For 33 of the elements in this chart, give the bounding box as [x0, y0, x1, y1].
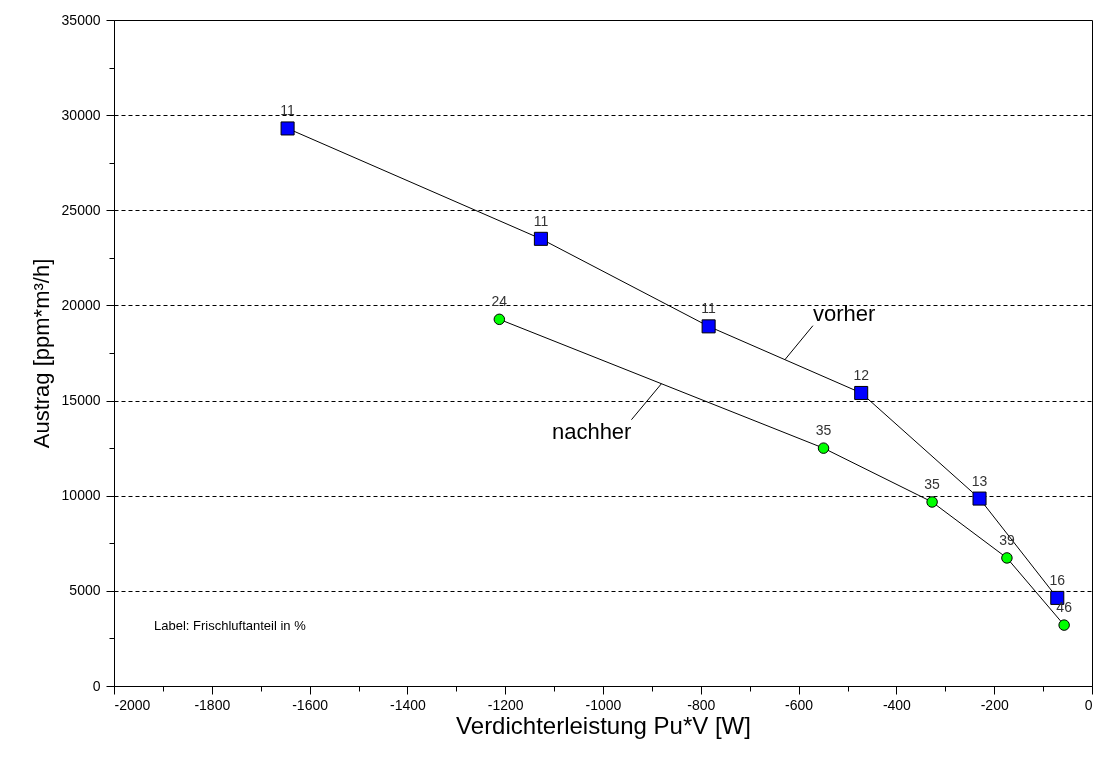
x-tick-label: -1400	[389, 696, 427, 713]
y-tick-label: 30000	[61, 106, 101, 123]
annotation: 13	[971, 472, 988, 489]
x-tick-label: -2000	[114, 696, 151, 713]
y-tick-label: 10000	[61, 487, 101, 504]
y-axis-title: Austrag [ppm*m³/h]	[28, 258, 54, 449]
y-tick-label: 5000	[69, 582, 101, 599]
x-tick-label: -1000	[585, 696, 622, 713]
y-tick-label: 35000	[61, 11, 101, 28]
annotation: 35	[815, 422, 832, 439]
annotation: 12	[853, 366, 870, 383]
annotation: 46	[1056, 599, 1073, 616]
series-label: vorher	[812, 300, 876, 326]
x-tick-label: -800	[687, 696, 716, 713]
y-tick-label: 0	[92, 677, 101, 694]
x-tick-label: 0	[1084, 696, 1093, 713]
x-tick-label: -600	[785, 696, 814, 713]
annotation: Label: Frischluftanteil in %	[154, 618, 307, 633]
y-tick-label: 15000	[61, 392, 101, 409]
x-tick-label: -200	[980, 696, 1009, 713]
x-axis-title: Verdichterleistung Pu*V [W]	[456, 711, 751, 739]
annotation: 11	[280, 102, 296, 119]
annotation: 35	[924, 475, 941, 492]
x-tick-label: -1800	[194, 696, 231, 713]
x-tick-label: -400	[882, 696, 912, 713]
y-tick-label: 25000	[61, 201, 101, 218]
annotation: 11	[533, 212, 549, 229]
annotation: 39	[999, 531, 1015, 548]
annotation: 16	[1049, 571, 1066, 588]
legend-label: nachher	[551, 418, 632, 444]
y-tick-label: 20000	[61, 296, 101, 313]
x-tick-label: -1600	[292, 696, 329, 713]
x-tick-label: -1200	[487, 696, 524, 713]
